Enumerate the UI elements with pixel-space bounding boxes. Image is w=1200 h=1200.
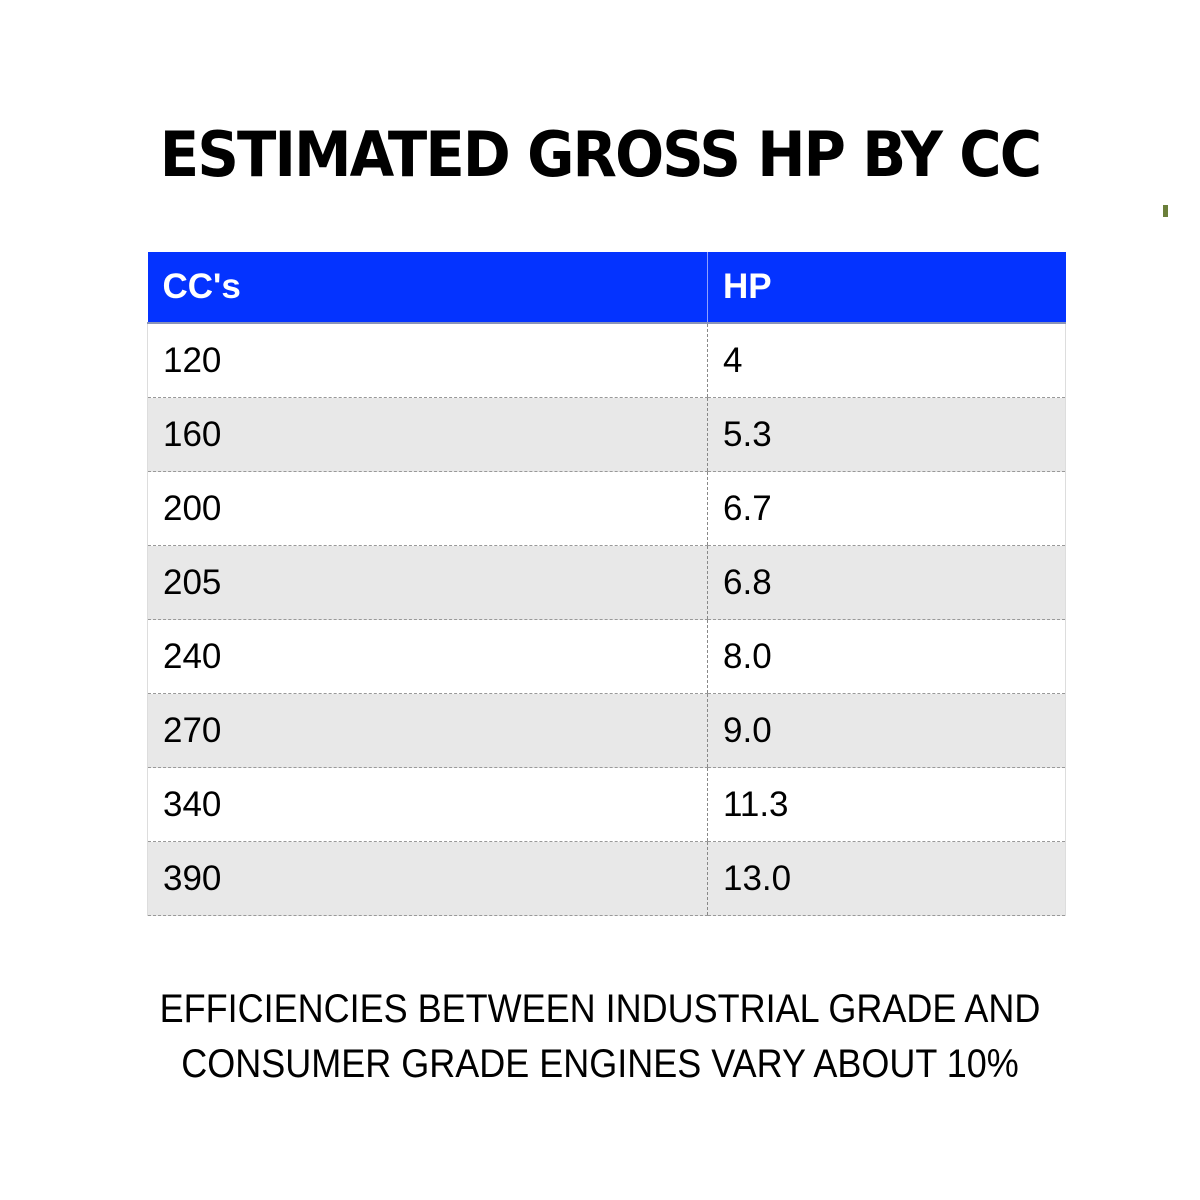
cell-hp: 5.3 — [707, 397, 1066, 472]
cell-cc: 160 — [147, 397, 708, 472]
page-title: ESTIMATED GROSS HP BY CC — [159, 118, 1042, 191]
table-row: 240 8.0 — [147, 619, 1066, 694]
table-row: 340 11.3 — [147, 767, 1066, 842]
cell-cc: 200 — [147, 471, 708, 546]
footnote-line-1: EFFICIENCIES BETWEEN INDUSTRIAL GRADE AN… — [159, 987, 1041, 1031]
cell-cc: 390 — [147, 841, 708, 916]
cell-hp: 9.0 — [707, 693, 1066, 768]
hp-table: CC's HP 120 4 160 5.3 200 6.7 205 6.8 240 8.0 270 9… — [147, 252, 1066, 916]
cell-hp: 11.3 — [707, 767, 1066, 842]
table-row: 120 4 — [147, 323, 1066, 398]
footnote: EFFICIENCIES BETWEEN INDUSTRIAL GRADE AN… — [60, 982, 1140, 1092]
decorative-mark — [1163, 205, 1168, 217]
cell-cc: 340 — [147, 767, 708, 842]
cell-cc: 205 — [147, 545, 708, 620]
table-row: 205 6.8 — [147, 545, 1066, 620]
cell-cc: 120 — [147, 323, 708, 398]
table-header-row: CC's HP — [147, 252, 1066, 324]
table-row: 270 9.0 — [147, 693, 1066, 768]
footnote-line-2: CONSUMER GRADE ENGINES VARY ABOUT 10% — [181, 1042, 1019, 1086]
cell-hp: 13.0 — [707, 841, 1066, 916]
cell-hp: 6.7 — [707, 471, 1066, 546]
table-row: 200 6.7 — [147, 471, 1066, 546]
cell-cc: 240 — [147, 619, 708, 694]
cell-hp: 4 — [707, 323, 1066, 398]
cell-hp: 8.0 — [707, 619, 1066, 694]
header-hp: HP — [707, 252, 1066, 324]
cell-hp: 6.8 — [707, 545, 1066, 620]
cell-cc: 270 — [147, 693, 708, 768]
table-row: 160 5.3 — [147, 397, 1066, 472]
table-row: 390 13.0 — [147, 841, 1066, 916]
header-ccs: CC's — [147, 252, 708, 324]
